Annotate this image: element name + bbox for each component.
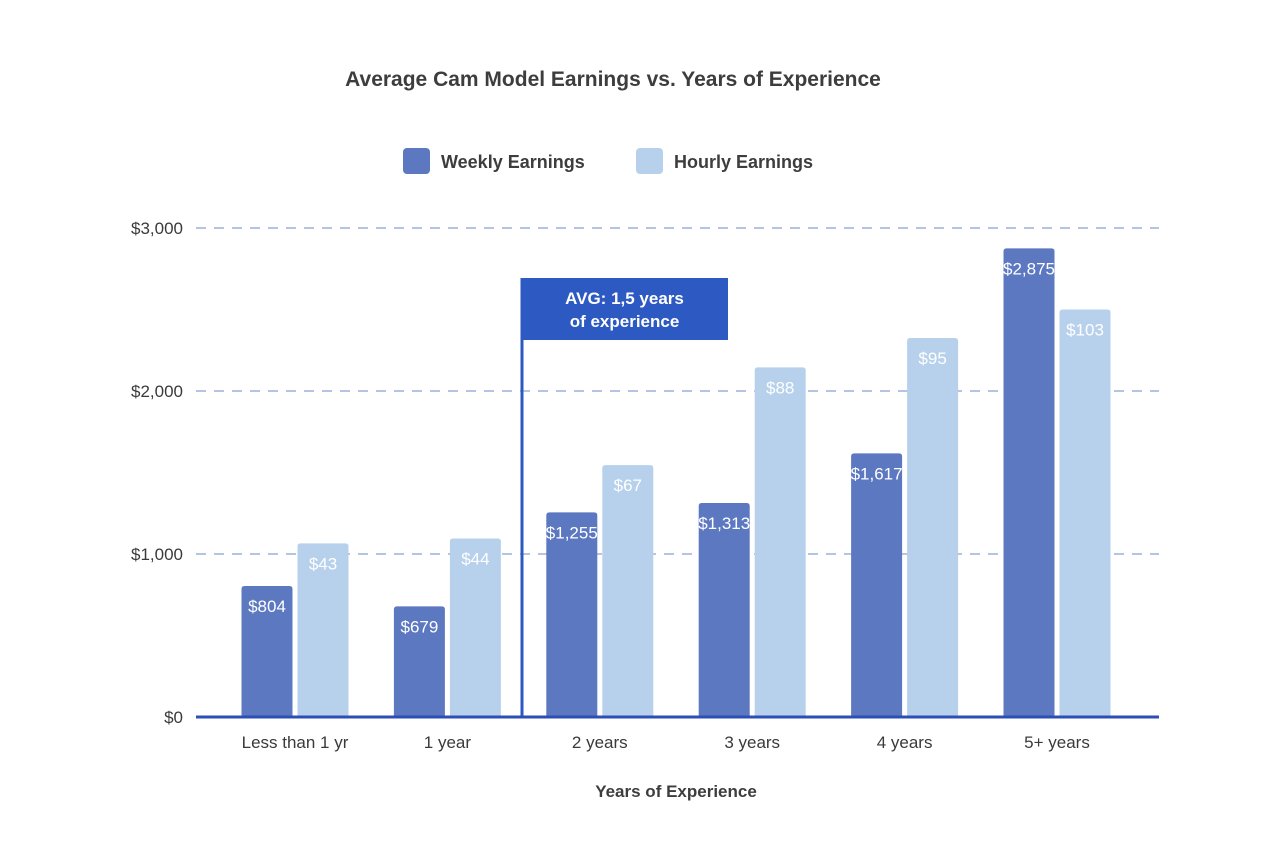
x-tick-label: 2 years xyxy=(572,733,628,752)
x-tick-label: Less than 1 yr xyxy=(242,733,349,752)
data-label-hourly: $103 xyxy=(1066,321,1104,340)
data-label-weekly: $2,875 xyxy=(1003,259,1055,278)
bar-weekly xyxy=(393,606,445,717)
data-label-weekly: $679 xyxy=(400,617,438,636)
legend-label: Weekly Earnings xyxy=(441,152,585,172)
bars xyxy=(241,248,1111,717)
average-annotation: AVG: 1,5 years of experience xyxy=(520,278,728,717)
annotation-text: of experience xyxy=(570,312,680,331)
x-tick-label: 4 years xyxy=(877,733,933,752)
y-tick-label: $1,000 xyxy=(131,545,183,564)
bar-weekly xyxy=(698,502,750,717)
bar-hourly xyxy=(907,338,959,717)
bar-weekly xyxy=(241,585,293,717)
y-tick-label: $0 xyxy=(164,708,183,727)
data-label-hourly: $67 xyxy=(614,476,642,495)
data-label-hourly: $88 xyxy=(766,378,794,397)
y-tick-label: $3,000 xyxy=(131,219,183,238)
data-label-weekly: $1,255 xyxy=(546,523,598,542)
x-tick-label: 1 year xyxy=(424,733,472,752)
data-label-hourly: $43 xyxy=(309,554,337,573)
bar-hourly xyxy=(449,538,501,717)
bar-weekly xyxy=(1003,248,1055,717)
annotation-text: AVG: 1,5 years xyxy=(565,289,684,308)
data-label-hourly: $95 xyxy=(918,349,946,368)
data-label-weekly: $1,617 xyxy=(851,464,903,483)
legend-swatch xyxy=(403,148,430,174)
legend-label: Hourly Earnings xyxy=(674,152,813,172)
bar-hourly xyxy=(1059,309,1111,717)
bar-hourly xyxy=(602,465,654,717)
bar-weekly xyxy=(546,512,598,717)
bar-hourly xyxy=(297,543,349,717)
data-label-weekly: $1,313 xyxy=(698,514,750,533)
bar-labels: $804 $43 $679 $44 $1,255 $67 $1,313 $88 $1,617 $9… xyxy=(248,259,1104,636)
bar-weekly xyxy=(851,453,903,717)
chart-title: Average Cam Model Earnings vs. Years of … xyxy=(345,68,881,91)
legend: Weekly Earnings Hourly Earnings xyxy=(403,148,813,174)
x-tick-label: 5+ years xyxy=(1024,733,1090,752)
y-tick-label: $2,000 xyxy=(131,382,183,401)
bar-hourly xyxy=(754,367,806,717)
legend-swatch xyxy=(636,148,663,174)
data-label-hourly: $44 xyxy=(461,550,489,569)
data-label-weekly: $804 xyxy=(248,597,286,616)
y-axis-ticks: $0 $1,000 $2,000 $3,000 xyxy=(131,219,183,727)
x-axis-ticks: Less than 1 yr 1 year 2 years 3 years 4 year… xyxy=(242,733,1090,752)
annotation-box xyxy=(521,278,728,340)
x-axis-label: Years of Experience xyxy=(595,782,757,801)
x-tick-label: 3 years xyxy=(724,733,780,752)
